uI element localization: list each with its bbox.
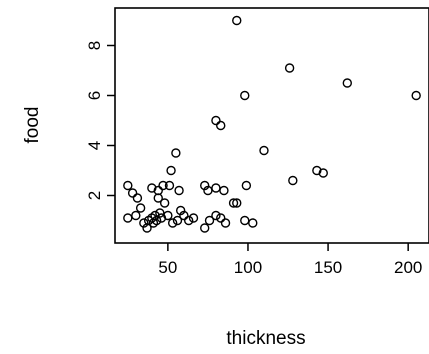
data-point: [147, 183, 157, 193]
data-point: [411, 90, 421, 101]
data-point: [167, 218, 178, 228]
data-point: [211, 210, 221, 221]
y-axis: 2 4 6 8: [85, 41, 115, 200]
data-point: [183, 215, 194, 226]
data-point: [232, 198, 242, 208]
data-points: [123, 15, 421, 233]
data-point: [288, 175, 298, 186]
data-point: [200, 180, 210, 191]
data-point: [241, 180, 252, 191]
data-point: [151, 215, 162, 226]
data-point: [123, 180, 133, 191]
data-point: [240, 215, 250, 226]
x-axis: 50 100 150 200: [158, 243, 422, 277]
data-point: [248, 218, 258, 228]
data-point: [132, 193, 143, 203]
data-point: [228, 198, 239, 208]
data-point: [200, 223, 210, 233]
plot-frame: [114, 7, 429, 244]
data-point: [240, 90, 250, 101]
data-point: [159, 198, 170, 208]
data-point: [342, 78, 352, 88]
data-point: [135, 203, 146, 213]
data-point: [172, 215, 183, 226]
data-point: [204, 215, 215, 226]
x-tick-label: 100: [234, 258, 262, 277]
data-point: [216, 213, 226, 223]
data-point: [312, 165, 322, 176]
data-point: [175, 205, 186, 216]
data-point: [164, 180, 175, 191]
y-tick-label: 4: [85, 141, 104, 150]
data-point: [166, 165, 176, 176]
data-point: [179, 210, 189, 221]
data-point: [203, 185, 213, 196]
x-tick-label: 150: [314, 258, 342, 277]
x-axis-title: thickness: [226, 328, 305, 349]
data-point: [127, 188, 138, 198]
data-point: [150, 210, 160, 221]
data-point: [259, 145, 269, 156]
data-point: [211, 183, 221, 193]
data-point: [123, 213, 133, 223]
data-point: [174, 185, 184, 196]
data-point: [171, 148, 181, 158]
data-point: [163, 210, 173, 221]
y-tick-label: 6: [85, 91, 104, 100]
data-point: [131, 210, 141, 221]
y-tick-label: 8: [85, 41, 104, 50]
data-point: [219, 185, 229, 196]
x-tick-label: 200: [394, 258, 422, 277]
data-point: [318, 168, 328, 178]
data-point: [220, 218, 231, 228]
data-point: [188, 213, 199, 223]
y-tick-label: 2: [85, 191, 104, 200]
x-tick-label: 50: [158, 258, 177, 277]
data-point: [284, 63, 295, 73]
data-point: [232, 15, 242, 26]
data-point: [211, 115, 221, 126]
data-point: [216, 120, 226, 131]
data-point: [156, 213, 167, 223]
data-point: [155, 208, 165, 218]
data-point: [158, 180, 168, 191]
data-point: [139, 218, 149, 228]
y-axis-title: food: [22, 107, 43, 144]
data-point: [153, 193, 163, 203]
